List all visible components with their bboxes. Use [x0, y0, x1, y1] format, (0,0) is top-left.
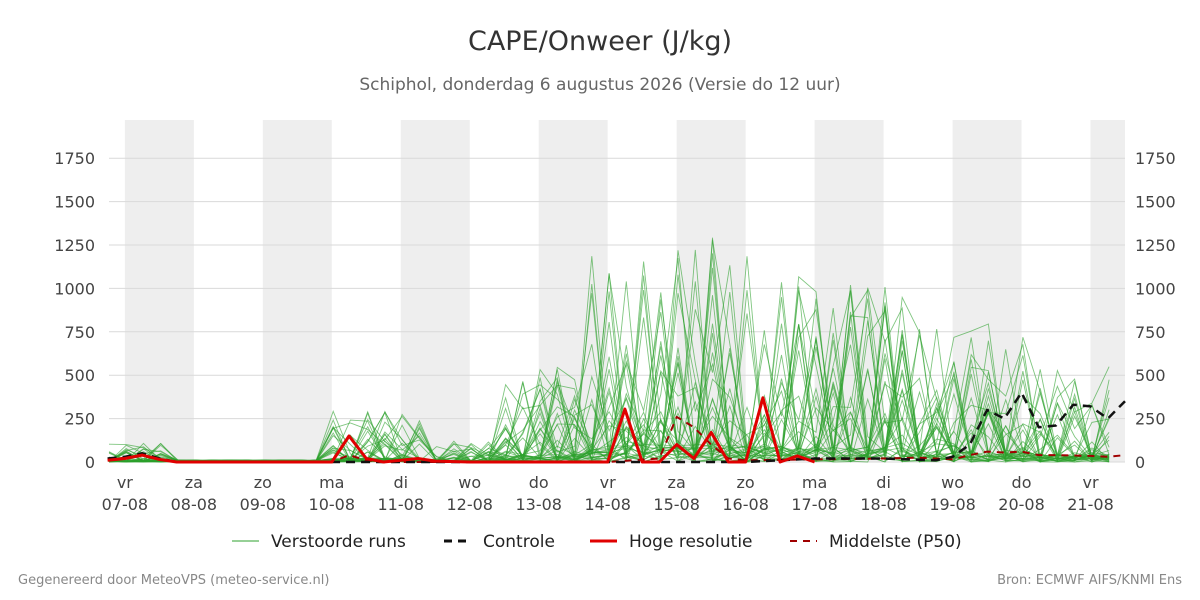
y-tick-left-1750: 1750 — [54, 149, 95, 168]
x-tick-day-9: zo — [737, 473, 755, 492]
y-tick-right-0: 0 — [1135, 453, 1145, 472]
x-tick-day-0: vr — [117, 473, 133, 492]
chart-subtitle: Schiphol, donderdag 6 augustus 2026 (Ver… — [359, 75, 840, 95]
y-tick-right-1500: 1500 — [1135, 193, 1176, 212]
x-tick-day-12: wo — [941, 473, 964, 492]
y-tick-right-250: 250 — [1135, 410, 1166, 429]
x-tick-day-6: do — [529, 473, 549, 492]
y-tick-left-0: 0 — [85, 453, 95, 472]
x-tick-date-4: 11-08 — [378, 495, 425, 514]
x-tick-date-6: 13-08 — [515, 495, 562, 514]
band-2 — [400, 120, 470, 462]
x-tick-date-8: 15-08 — [653, 495, 700, 514]
legend-label-1: Controle — [483, 532, 555, 552]
y-tick-left-1500: 1500 — [54, 193, 95, 212]
x-tick-day-13: do — [1012, 473, 1032, 492]
y-tick-left-250: 250 — [64, 410, 95, 429]
x-tick-day-14: vr — [1082, 473, 1098, 492]
x-tick-day-11: di — [876, 473, 891, 492]
x-tick-date-10: 17-08 — [791, 495, 838, 514]
y-tick-right-750: 750 — [1135, 323, 1166, 342]
x-tick-date-14: 21-08 — [1067, 495, 1114, 514]
legend-label-0: Verstoorde runs — [271, 532, 406, 552]
y-tick-left-500: 500 — [64, 366, 95, 385]
x-tick-date-7: 14-08 — [584, 495, 631, 514]
y-axis-left: 0 250 500 750 1000 1250 1500 1750 — [54, 149, 95, 472]
footer-source: Bron: ECMWF AIFS/KNMI Ens — [997, 573, 1182, 588]
x-tick-date-13: 20-08 — [998, 495, 1045, 514]
legend-label-3: Middelste (P50) — [829, 532, 962, 552]
y-tick-right-1250: 1250 — [1135, 236, 1176, 255]
y-tick-left-1000: 1000 — [54, 279, 95, 298]
y-tick-right-1750: 1750 — [1135, 149, 1176, 168]
chart-title: CAPE/Onweer (J/kg) — [468, 26, 732, 57]
x-tick-date-9: 16-08 — [722, 495, 769, 514]
x-tick-date-2: 09-08 — [240, 495, 287, 514]
band-7 — [1090, 120, 1125, 462]
x-tick-day-8: za — [668, 473, 686, 492]
x-tick-day-10: ma — [802, 473, 827, 492]
series-hoge-resolutie — [107, 396, 816, 464]
x-tick-date-11: 18-08 — [860, 495, 907, 514]
x-tick-day-4: di — [393, 473, 408, 492]
x-tick-date-5: 12-08 — [446, 495, 493, 514]
legend-label-2: Hoge resolutie — [629, 532, 753, 552]
y-tick-left-1250: 1250 — [54, 236, 95, 255]
x-tick-day-3: ma — [319, 473, 344, 492]
y-tick-right-500: 500 — [1135, 366, 1166, 385]
x-tick-day-5: wo — [458, 473, 481, 492]
x-tick-date-0: 07-08 — [102, 495, 149, 514]
x-tick-day-7: vr — [600, 473, 616, 492]
x-tick-day-2: zo — [254, 473, 272, 492]
y-tick-right-1000: 1000 — [1135, 279, 1176, 298]
x-tick-day-1: za — [185, 473, 203, 492]
band-0 — [124, 120, 194, 462]
y-tick-left-750: 750 — [64, 323, 95, 342]
x-axis: vr 07-08 za 08-08 zo 09-08 ma 10-08 di 11-08 wo 12-… — [102, 473, 1114, 514]
legend: Verstoorde runs Controle Hoge resolutie Mid… — [232, 532, 962, 552]
x-tick-date-12: 19-08 — [929, 495, 976, 514]
band-1 — [262, 120, 332, 462]
y-axis-right: 0 250 500 750 1000 1250 1500 1750 — [1135, 149, 1176, 472]
ensemble-run-35 — [108, 256, 1110, 463]
x-tick-date-3: 10-08 — [309, 495, 356, 514]
footer-generator: Gegenereerd door MeteoVPS (meteo-service… — [18, 573, 330, 588]
x-tick-date-1: 08-08 — [171, 495, 218, 514]
main-series — [107, 391, 1126, 464]
